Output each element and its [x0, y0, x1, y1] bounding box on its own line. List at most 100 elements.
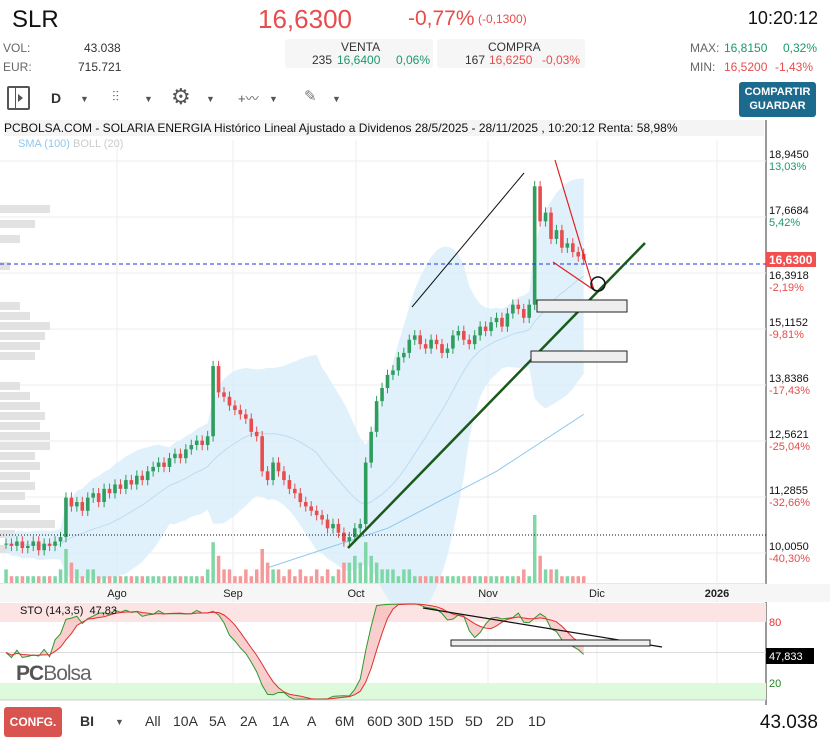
- range-button-1d[interactable]: 1D: [528, 713, 546, 729]
- volume-bar: [380, 569, 384, 583]
- range-button-6m[interactable]: 6M: [335, 713, 355, 729]
- gear-icon[interactable]: ⚙: [171, 84, 191, 109]
- volume-profile-bar: [0, 402, 40, 410]
- sto-legend: STO (14,3,5) 47,83: [20, 605, 117, 617]
- settings-caret-icon[interactable]: ▼: [206, 94, 215, 104]
- volume-bar: [571, 576, 575, 583]
- candle-body: [571, 243, 575, 253]
- candles-icon[interactable]: ⫶⫶: [112, 88, 119, 104]
- volume-bar: [222, 569, 226, 583]
- volume-bar: [374, 562, 379, 583]
- ticker-symbol: SLR: [12, 6, 59, 33]
- volume-profile-bar: [0, 545, 10, 553]
- sto-value-tag: [766, 648, 814, 664]
- config-button[interactable]: CONFG.: [4, 707, 62, 737]
- range-button-1a[interactable]: 1A: [272, 713, 290, 729]
- range-button-30d[interactable]: 30D: [397, 713, 423, 729]
- volume-bar: [369, 555, 373, 583]
- draw-pencil-icon[interactable]: ✎: [304, 88, 317, 105]
- candle-body: [124, 480, 128, 489]
- candle-body: [118, 484, 123, 489]
- x-tick-label: Oct: [347, 588, 364, 600]
- candle-body: [173, 453, 177, 459]
- volume-bar: [538, 555, 542, 583]
- volume-profile-bar: [0, 322, 50, 330]
- candle-body: [36, 541, 41, 551]
- volume-profile-bar: [0, 505, 40, 513]
- boll-label[interactable]: BOLL (20): [73, 138, 124, 150]
- volume-profile-bar: [0, 442, 50, 450]
- share-save-button[interactable]: COMPARTIR GUARDAR: [739, 82, 816, 117]
- range-button-5d[interactable]: 5D: [465, 713, 483, 729]
- volume-bar: [467, 576, 472, 583]
- sidebar-toggle-button[interactable]: [7, 86, 30, 110]
- draw-caret-icon[interactable]: ▼: [332, 94, 341, 104]
- range-button-60d[interactable]: 60D: [367, 713, 393, 729]
- range-button-5a[interactable]: 5A: [209, 713, 227, 729]
- range-button-a[interactable]: A: [307, 713, 317, 729]
- indicators-caret-icon[interactable]: ▼: [269, 94, 278, 104]
- range-button-2d[interactable]: 2D: [496, 713, 514, 729]
- candle-body: [249, 418, 254, 432]
- bi-select[interactable]: BI: [80, 713, 94, 729]
- price-tag: [766, 252, 816, 267]
- volume-bar: [336, 569, 341, 583]
- sma-label[interactable]: SMA (100): [18, 138, 70, 150]
- y-tick-percent: 5,42%: [769, 217, 800, 229]
- chart-type-caret-icon[interactable]: ▼: [144, 94, 153, 104]
- volume-bar: [478, 576, 482, 583]
- price-tag-label: 16,6300: [769, 253, 813, 267]
- max-value: 16,8150: [724, 41, 768, 55]
- volume-profile-bar: [0, 492, 25, 500]
- y-tick-value: 15,1152: [769, 317, 808, 329]
- compra-price: 16,6250: [489, 53, 533, 67]
- bollinger-middle: [5, 275, 584, 546]
- volume-bar: [543, 569, 548, 583]
- clock: 10:20:12: [747, 8, 818, 28]
- volume-bar: [320, 576, 324, 583]
- candle-body: [336, 523, 341, 533]
- volume-bar: [298, 569, 303, 583]
- volume-bar: [31, 576, 36, 583]
- sto-value: 47,83: [89, 605, 118, 617]
- volume-bar: [473, 576, 477, 583]
- compra-pct: -0,03%: [542, 53, 581, 67]
- volume-bar: [358, 562, 363, 583]
- range-button-2a[interactable]: 2A: [240, 713, 258, 729]
- candle-body: [396, 357, 401, 371]
- candle-body: [325, 519, 330, 529]
- candle-body: [69, 497, 74, 507]
- volume-bar: [233, 576, 237, 583]
- range-button-15d[interactable]: 15D: [428, 713, 454, 729]
- candle-body: [298, 493, 303, 503]
- candle-body: [353, 528, 357, 538]
- circle-marker: [590, 276, 606, 292]
- bi-caret-icon[interactable]: ▼: [115, 717, 124, 727]
- eur-value: 715.721: [78, 60, 122, 74]
- period-select[interactable]: D: [51, 90, 62, 106]
- candle-body: [42, 543, 46, 551]
- range-button-10a[interactable]: 10A: [173, 713, 198, 729]
- volume-bar: [560, 576, 564, 583]
- min-pct: -1,43%: [775, 60, 814, 74]
- indicator-legend: SMA (100) BOLL (20): [18, 138, 123, 150]
- candle-body: [314, 510, 319, 516]
- period-caret-icon[interactable]: ▼: [80, 94, 89, 104]
- compra-label: COMPRA: [488, 40, 541, 54]
- volume-bar: [385, 569, 390, 583]
- volume-profile-bar: [0, 520, 55, 528]
- volume-bar: [429, 576, 433, 583]
- candle-body: [303, 502, 308, 507]
- indicators-icon[interactable]: +〰: [238, 91, 259, 106]
- volume-bar: [96, 576, 101, 583]
- volume-bar: [53, 576, 57, 583]
- volume-bar: [15, 576, 19, 583]
- range-button-all[interactable]: All: [145, 713, 161, 729]
- candle-body: [440, 344, 444, 353]
- volume-bar: [189, 576, 194, 583]
- volume-bar: [413, 576, 417, 583]
- candle-body: [222, 392, 226, 397]
- candle-body: [543, 212, 548, 222]
- volume-bar: [4, 569, 8, 583]
